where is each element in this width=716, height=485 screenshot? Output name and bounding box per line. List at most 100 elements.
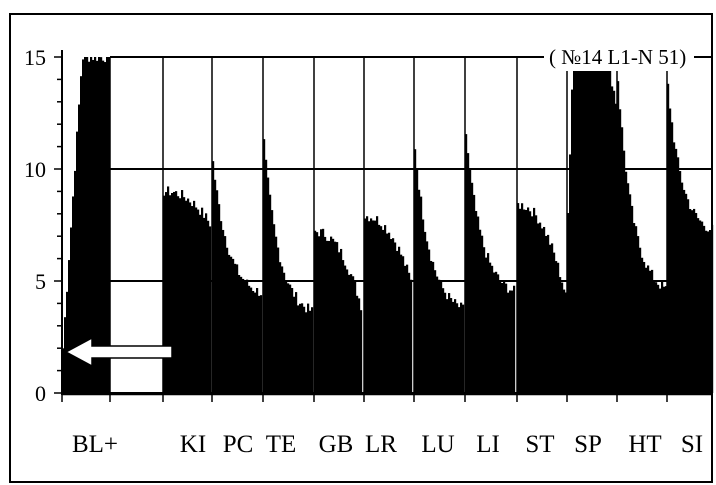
bar: [667, 83, 670, 394]
y-tick-label: 0: [35, 381, 46, 406]
bar: [422, 219, 425, 393]
data-bars: [62, 57, 714, 394]
bar: [424, 231, 427, 393]
bar: [163, 195, 166, 393]
bar: [507, 292, 510, 393]
bar: [615, 103, 618, 393]
bar: [420, 196, 423, 393]
bar: [685, 193, 688, 393]
bar: [226, 247, 229, 393]
bar: [364, 218, 367, 393]
bar: [332, 238, 335, 393]
bar: [631, 205, 634, 393]
bar: [96, 60, 99, 393]
x-tick-label: SI: [681, 431, 703, 458]
bar: [569, 154, 572, 393]
bar: [499, 280, 502, 393]
bar: [601, 58, 604, 394]
x-tick-label: HT: [628, 431, 661, 458]
y-tick-label: 15: [24, 45, 46, 70]
bar: [336, 242, 339, 393]
bar: [416, 168, 419, 393]
bar: [543, 226, 546, 393]
bar: [581, 58, 584, 393]
bar: [275, 236, 278, 393]
segment-gb-bars: [314, 228, 363, 393]
bar: [456, 303, 459, 393]
bar: [334, 241, 337, 393]
bar: [311, 307, 314, 393]
bar: [209, 226, 212, 393]
bar: [82, 59, 85, 394]
bar: [358, 298, 361, 393]
segment-ki-bars: [163, 186, 212, 393]
bar: [232, 258, 235, 393]
segment-ht-bars: [617, 81, 668, 394]
bar: [579, 57, 582, 393]
bar: [344, 265, 347, 393]
bar: [316, 232, 319, 393]
bar: [547, 234, 550, 393]
bar: [175, 191, 178, 393]
bar: [78, 104, 81, 393]
bar: [701, 221, 704, 393]
bar: [473, 194, 476, 393]
bar: [497, 274, 500, 393]
bar: [256, 288, 259, 393]
bar: [603, 62, 606, 393]
bar: [348, 274, 351, 393]
x-tick-label: PC: [223, 431, 254, 458]
bar: [214, 179, 217, 393]
bar: [376, 216, 379, 393]
bar: [260, 295, 263, 393]
bar: [495, 271, 498, 393]
bar: [551, 243, 554, 393]
bar: [92, 59, 95, 393]
bar: [234, 263, 237, 393]
bar: [307, 303, 310, 393]
bar: [577, 58, 580, 394]
bar: [418, 189, 421, 393]
bar: [434, 270, 437, 393]
bar: [372, 220, 375, 393]
bar: [218, 204, 221, 393]
x-tick-label: LR: [365, 431, 397, 458]
bar: [493, 272, 496, 393]
bar: [557, 262, 560, 393]
bar: [693, 208, 696, 393]
bar: [681, 182, 684, 393]
bar: [285, 280, 288, 393]
bar: [571, 89, 574, 394]
bar: [380, 226, 383, 393]
bar: [523, 209, 526, 393]
bar: [191, 206, 194, 393]
bar: [72, 196, 75, 393]
bar: [366, 216, 369, 393]
bar: [374, 220, 377, 393]
bar: [669, 108, 672, 393]
bar: [76, 131, 79, 394]
bar: [489, 262, 492, 393]
bar: [320, 229, 323, 393]
bar: [248, 285, 251, 393]
bar: [378, 224, 381, 393]
bar: [487, 253, 490, 393]
bar: [442, 288, 445, 393]
bar: [454, 299, 457, 393]
bar: [205, 213, 208, 393]
bar: [289, 284, 292, 393]
bar: [687, 199, 690, 393]
bar: [354, 281, 357, 393]
bar: [104, 62, 107, 393]
bar: [641, 257, 644, 393]
bar: [619, 109, 622, 394]
bar: [549, 244, 552, 393]
bar: [465, 134, 468, 394]
bar: [651, 269, 654, 393]
bar: [555, 261, 558, 393]
segment-si-bars: [667, 83, 714, 394]
bar: [703, 225, 706, 393]
bar: [709, 229, 712, 393]
bar: [303, 306, 306, 393]
bar: [244, 281, 247, 393]
